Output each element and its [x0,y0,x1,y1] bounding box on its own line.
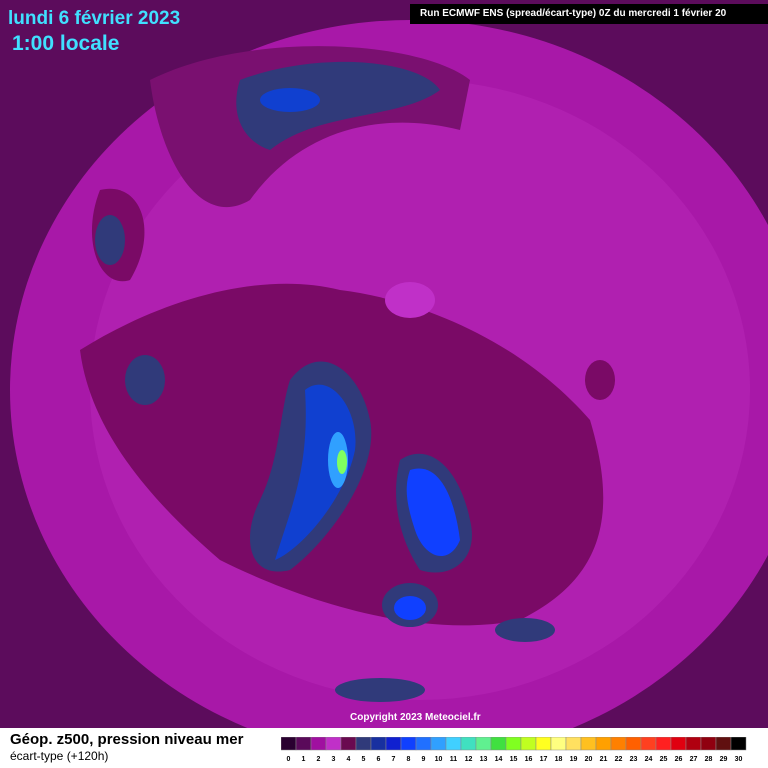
legend-swatch [640,737,657,751]
legend-swatch [595,737,612,751]
legend-swatch [325,737,342,751]
legend-label: 6 [377,756,381,763]
legend-label: 15 [510,756,518,763]
legend-label: 9 [422,756,426,763]
legend-swatch [580,737,597,751]
legend-swatch [730,737,747,751]
legend-label: 20 [585,756,593,763]
legend-label: 28 [705,756,713,763]
legend-swatch [295,737,312,751]
legend-swatch [400,737,417,751]
legend-label: 22 [615,756,623,763]
legend-swatch [610,737,627,751]
legend-label: 10 [435,756,443,763]
legend-swatch [415,737,432,751]
legend-label: 30 [735,756,743,763]
time: 1:00 locale [12,32,120,55]
legend-swatch [281,737,297,751]
legend-label: 4 [347,756,351,763]
copyright: Copyright 2023 Meteociel.fr [350,712,481,723]
legend-swatch [430,737,447,751]
legend-label: 21 [600,756,608,763]
legend-label: 2 [317,756,321,763]
legend-swatch [625,737,642,751]
legend-swatch [310,737,327,751]
legend-label: 0 [287,756,291,763]
legend-label: 13 [480,756,488,763]
footer-title: Géop. z500, pression niveau mer [10,731,244,748]
legend-swatch [535,737,552,751]
legend-label: 16 [525,756,533,763]
run-info: Run ECMWF ENS (spread/écart-type) 0Z du … [410,4,768,24]
legend-label: 19 [570,756,578,763]
legend-label: 23 [630,756,638,763]
legend-swatch [385,737,402,751]
legend-label: 17 [540,756,548,763]
legend-swatch [685,737,702,751]
legend-swatch [370,737,387,751]
legend-swatch [355,737,372,751]
legend-swatch [700,737,717,751]
legend-label: 11 [450,756,458,763]
legend-label: 5 [362,756,366,763]
legend-label: 12 [465,756,473,763]
legend-swatch [475,737,492,751]
footer-subtitle: écart-type (+120h) [10,749,109,763]
legend-label: 3 [332,756,336,763]
legend-label: 8 [407,756,411,763]
legend-swatch [715,737,732,751]
legend-swatch [655,737,672,751]
legend-swatch [460,737,477,751]
legend-swatch [565,737,582,751]
legend-swatch [550,737,567,751]
legend-label: 27 [690,756,698,763]
legend-label: 18 [555,756,563,763]
legend-label: 7 [392,756,396,763]
colorbar: 0 1 2 3 4 5 6 7 8 9 10 11 12 13 14 15 16 17 18 19 20 21 22 23 24… [281,737,747,763]
legend-label: 25 [660,756,668,763]
legend-label: 1 [302,756,306,763]
map [0,0,768,728]
legend-label: 14 [495,756,503,763]
legend-swatch [505,737,522,751]
legend-label: 24 [645,756,653,763]
legend-label: 26 [675,756,683,763]
legend-swatch [520,737,537,751]
legend-swatch [670,737,687,751]
legend-label: 29 [720,756,728,763]
legend-swatch [490,737,507,751]
date: lundi 6 février 2023 [8,8,181,29]
legend-swatch [340,737,357,751]
legend-swatch [445,737,462,751]
